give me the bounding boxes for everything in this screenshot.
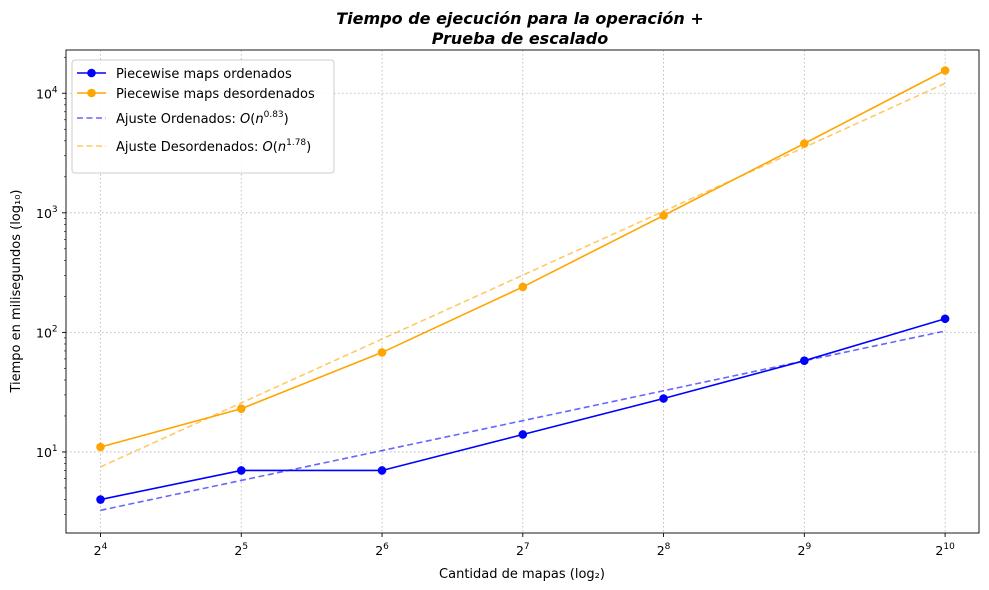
x-tick-label-exp: 4 — [102, 542, 108, 552]
legend-entry-3: Ajuste Desordenados: O(n1.78) — [116, 138, 311, 155]
x-tick-label-exp: 10 — [943, 542, 955, 552]
data-point-1 — [96, 442, 105, 452]
x-tick-label: 24 — [94, 542, 108, 558]
data-point-0 — [518, 430, 528, 439]
legend-marker — [87, 88, 96, 98]
legend-entry-0: Piecewise maps ordenados — [116, 67, 292, 82]
legend-entry-1: Piecewise maps desordenados — [116, 87, 315, 102]
legend-entry-big-o: O — [240, 112, 250, 127]
x-tick-label-base: 2 — [797, 543, 805, 558]
grid — [66, 50, 979, 533]
legend-entry-prefix: Ajuste Ordenados: — [116, 112, 240, 127]
legend-entry-2: Ajuste Ordenados: O(n0.83) — [116, 110, 289, 127]
y-tick-label-base: 10 — [36, 86, 52, 101]
x-tick-label-base: 2 — [657, 543, 665, 558]
legend-entry-n: n — [278, 140, 286, 155]
data-point-0 — [659, 394, 668, 403]
x-tick-label-base: 2 — [375, 543, 383, 558]
x-tick-label: 29 — [797, 542, 811, 558]
x-axis-label: Cantidad de mapas (log₂) — [439, 567, 605, 582]
legend-entry-paren-close: ) — [306, 140, 311, 155]
fit-line-2 — [100, 330, 946, 512]
x-tick-label-exp: 5 — [242, 542, 248, 552]
legend-entry-prefix: Ajuste Desordenados: — [116, 140, 263, 155]
y-tick-label-exp: 4 — [52, 85, 58, 95]
legend-entry-paren-open: ( — [250, 112, 255, 127]
chart-title-line2: Prueba de escalado — [432, 29, 608, 48]
data-point-0 — [800, 356, 809, 365]
x-tick-label: 27 — [516, 542, 530, 558]
y-tick-label: 103 — [36, 205, 58, 221]
y-tick-label-base: 10 — [36, 206, 52, 221]
legend-entry-exp: 1.78 — [286, 138, 306, 148]
data-point-0 — [940, 314, 950, 324]
x-tick-label: 28 — [657, 542, 671, 558]
x-tick-label-base: 2 — [516, 543, 524, 558]
y-tick-label: 102 — [36, 324, 58, 340]
chart-title-line1: Tiempo de ejecución para la operación + — [336, 9, 703, 28]
data-point-1 — [518, 282, 528, 292]
data-point-0 — [96, 495, 105, 504]
y-tick-label-exp: 1 — [52, 444, 58, 454]
legend-entry-paren-close: ) — [284, 112, 289, 127]
legend-marker — [87, 68, 96, 78]
legend-entry-paren-open: ( — [273, 140, 278, 155]
x-tick-label-exp: 9 — [805, 542, 811, 552]
x-tick-label: 26 — [375, 542, 389, 558]
y-tick-label-exp: 2 — [52, 324, 58, 334]
series-layer — [96, 66, 950, 512]
data-point-0 — [377, 466, 387, 475]
data-point-1 — [659, 211, 668, 220]
data-point-1 — [236, 404, 246, 414]
x-tick-label-exp: 8 — [665, 542, 671, 552]
y-tick-label: 104 — [36, 85, 58, 101]
x-tick-label-base: 2 — [234, 543, 242, 558]
data-point-1 — [800, 139, 809, 148]
legend-entry-exp: 0.83 — [264, 110, 284, 120]
legend-entry-big-o: O — [263, 140, 273, 155]
data-point-1 — [377, 348, 387, 357]
legend-box — [71, 59, 335, 174]
x-tick-label: 210 — [935, 542, 955, 558]
legend-entry-n: n — [255, 112, 263, 127]
y-tick-label: 101 — [36, 444, 58, 460]
x-tick-label-exp: 6 — [383, 542, 389, 552]
x-tick-label-base: 2 — [94, 543, 102, 558]
x-tick-label-exp: 7 — [524, 542, 530, 552]
data-point-0 — [236, 466, 246, 475]
legend: Piecewise maps ordenados Piecewise maps d… — [71, 59, 335, 174]
data-point-1 — [940, 66, 950, 75]
x-tick-label-base: 2 — [935, 543, 943, 558]
y-axis-label: Tiempo en milisegundos (log₁₀) — [9, 189, 24, 393]
x-tick-label: 25 — [234, 542, 248, 558]
y-tick-label-base: 10 — [36, 445, 52, 460]
y-tick-label-exp: 3 — [52, 205, 58, 215]
y-tick-label-base: 10 — [36, 325, 52, 340]
